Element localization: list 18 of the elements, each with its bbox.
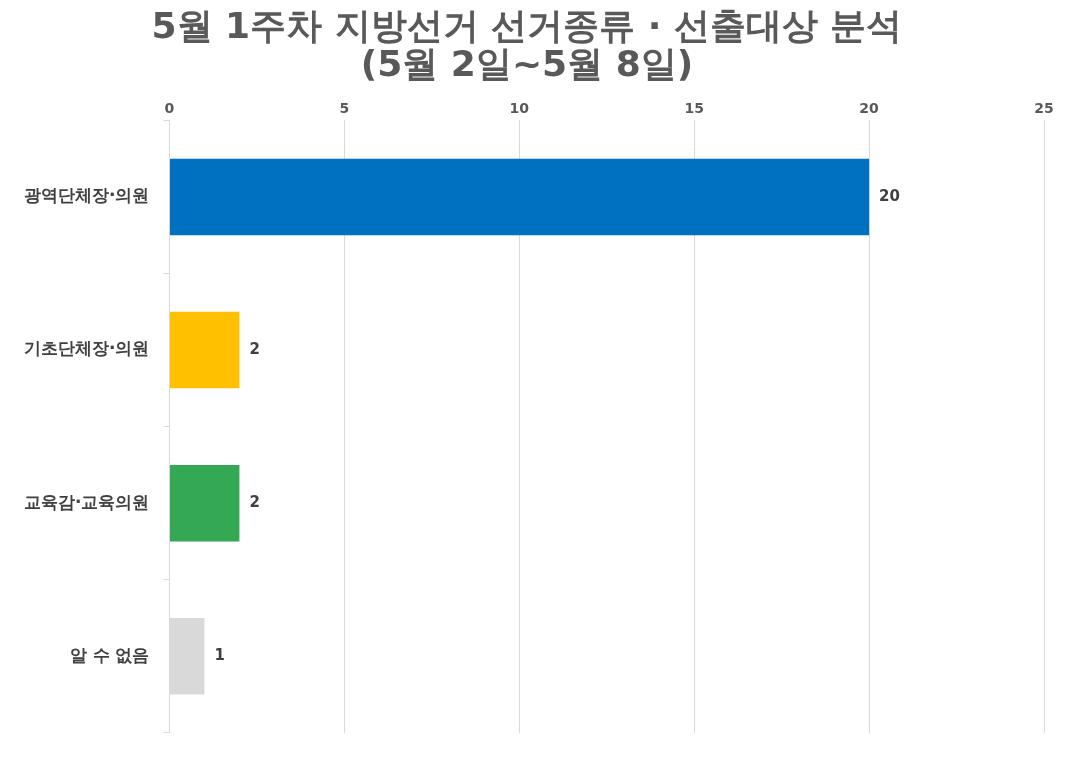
data-label: 1 [214,646,225,665]
bar [169,617,205,695]
data-label: 2 [249,339,260,358]
x-tick-label: 5 [339,99,350,116]
x-tick-label: 15 [684,99,704,116]
x-tick-label: 20 [859,99,880,116]
bar [169,464,240,542]
y-tick-label: 교육감·교육의원 [23,491,150,512]
y-tick-label: 알 수 없음 [69,644,150,665]
x-tick-label: 0 [164,99,175,116]
bar [169,158,870,236]
x-tick-label: 10 [509,99,530,116]
data-label: 20 [879,186,900,205]
data-label: 2 [249,493,260,512]
y-tick-label: 광역단체장·의원 [23,185,150,206]
x-tick-label: 25 [1034,99,1054,116]
y-tick-label: 기초단체장·의원 [23,338,150,359]
bar [169,311,240,389]
